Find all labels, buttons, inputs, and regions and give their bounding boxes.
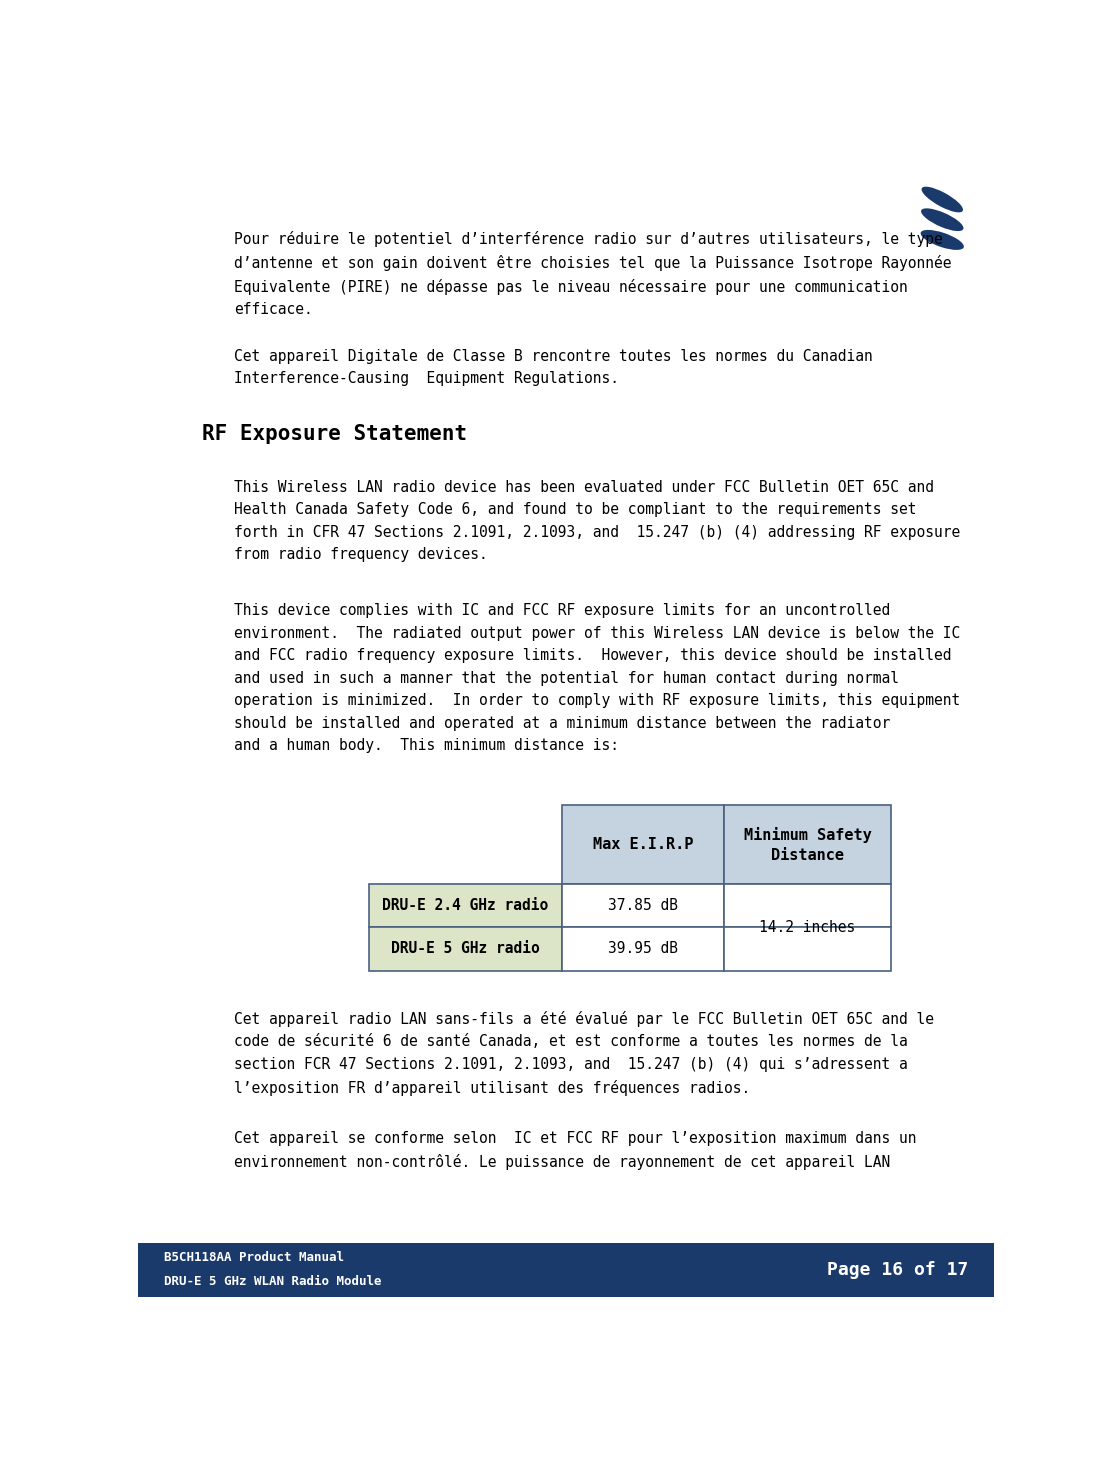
Text: 14.2 inches: 14.2 inches [760,921,856,935]
Text: DRU-E 5 GHz WLAN Radio Module: DRU-E 5 GHz WLAN Radio Module [163,1275,381,1288]
Bar [562,927,724,972]
Ellipse shape [921,208,964,232]
Ellipse shape [921,230,964,251]
Bar [724,884,891,927]
Text: Cet appareil se conforme selon  IC et FCC RF pour l’exposition maximum dans un
e: Cet appareil se conforme selon IC et FCC… [234,1131,916,1170]
Text: Pour réduire le potentiel d’interférence radio sur d’autres utilisateurs, le typ: Pour réduire le potentiel d’interférence… [234,232,952,318]
Text: 37.85 dB: 37.85 dB [608,898,678,912]
Text: B5CH118AA Product Manual: B5CH118AA Product Manual [163,1252,343,1265]
Bar [724,927,891,972]
Text: This Wireless LAN radio device has been evaluated under FCC Bulletin OET 65C and: This Wireless LAN radio device has been … [234,479,960,562]
Text: DRU-E 2.4 GHz radio: DRU-E 2.4 GHz radio [382,898,549,912]
Bar [724,806,891,884]
Bar [138,1243,994,1297]
Ellipse shape [922,186,963,213]
Text: Cet appareil Digitale de Classe B rencontre toutes les normes du Canadian
Interf: Cet appareil Digitale de Classe B rencon… [234,348,872,386]
Bar [369,884,562,927]
Text: RF Exposure Statement: RF Exposure Statement [202,424,467,444]
Text: Cet appareil radio LAN sans-fils a été évalué par le FCC Bulletin OET 65C and le: Cet appareil radio LAN sans-fils a été é… [234,1011,934,1096]
Bar [562,884,724,927]
Bar [369,927,562,972]
Text: 39.95 dB: 39.95 dB [608,941,678,956]
Text: DRU-E 5 GHz radio: DRU-E 5 GHz radio [391,941,540,956]
Text: This device complies with IC and FCC RF exposure limits for an uncontrolled
envi: This device complies with IC and FCC RF … [234,603,960,753]
Text: Minimum Safety
Distance: Minimum Safety Distance [744,826,871,863]
Bar [562,806,724,884]
Text: Page 16 of 17: Page 16 of 17 [827,1260,968,1279]
Text: Max E.I.R.P: Max E.I.R.P [593,838,693,852]
